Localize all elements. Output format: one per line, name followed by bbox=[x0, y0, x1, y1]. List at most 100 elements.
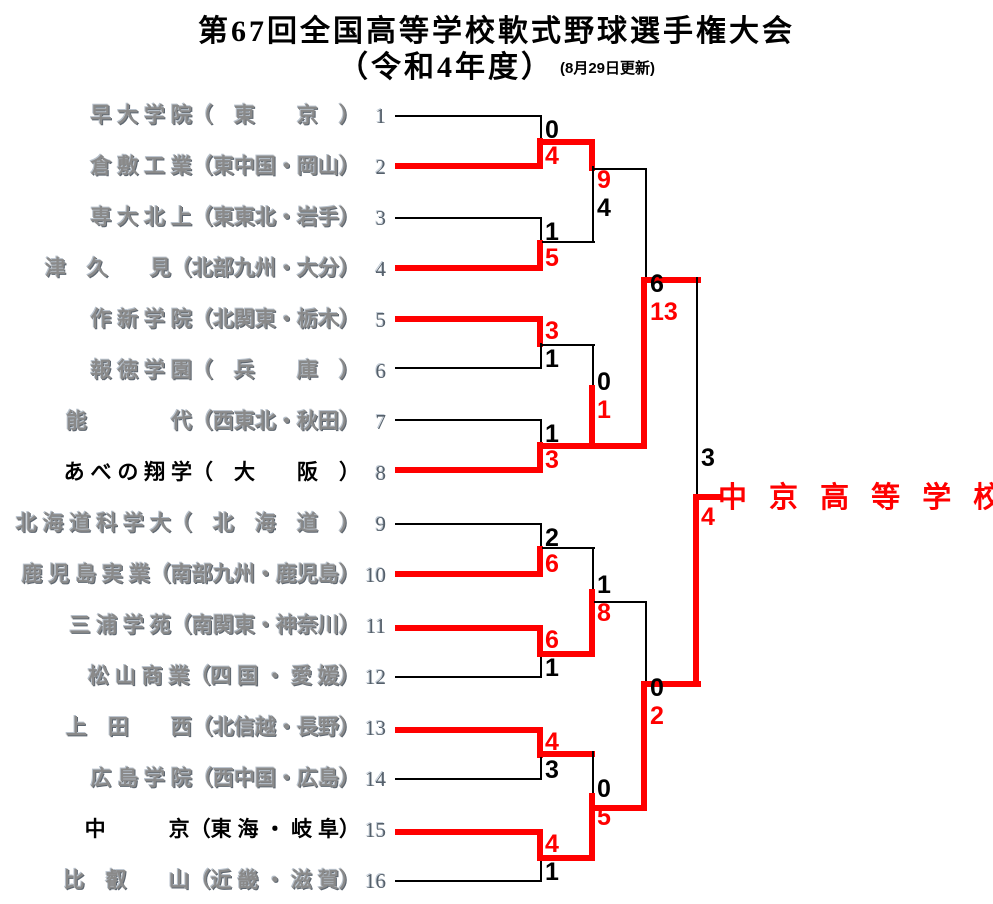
final-connector-top bbox=[696, 277, 698, 499]
team-name: 能 代（西東北・秋田） bbox=[66, 410, 360, 433]
r1-m2-top-line bbox=[395, 217, 542, 219]
team-name: 北 海 道 科 学 大（ 北 海 道 ） bbox=[15, 512, 360, 535]
team-name: あ べ の 翔 学（ 大 阪 ） bbox=[63, 461, 360, 484]
r2-m1-bottom-line bbox=[542, 241, 595, 243]
score: 3 bbox=[545, 446, 559, 474]
page-title: 第67回全国高等学校軟式野球選手権大会 bbox=[198, 15, 795, 48]
r1-m5-connector-bottom bbox=[537, 546, 543, 577]
r1-m4-connector-top bbox=[540, 419, 542, 445]
final-connector-bottom bbox=[693, 494, 699, 687]
r2-m2-connector-bottom bbox=[589, 385, 595, 446]
team-name: 比 叡 山（近 畿 ・ 滋 賀） bbox=[63, 869, 360, 892]
team-seed: 4 bbox=[375, 257, 387, 281]
r1-m7-bottom-line bbox=[395, 778, 542, 780]
r1-m4-connector-bottom bbox=[537, 442, 543, 473]
team-name: 上 田 西（北信越・長野） bbox=[66, 716, 360, 739]
r2-m4-top-line bbox=[537, 751, 595, 757]
r1-m7-connector-bottom bbox=[540, 754, 542, 780]
team-name: 鹿 児 島 実 業（南部九州・鹿児島） bbox=[21, 563, 360, 586]
r3-m2-connector-bottom bbox=[641, 681, 647, 811]
team-seed: 14 bbox=[365, 767, 386, 791]
r3-m2-connector-top bbox=[645, 601, 647, 687]
score: 3 bbox=[701, 444, 715, 472]
score: 1 bbox=[545, 420, 559, 448]
team-seed: 16 bbox=[365, 869, 386, 893]
team-name: 中 京（東 海 ・ 岐 阜） bbox=[84, 818, 360, 841]
team-name: 作 新 学 院（北関東・栃木） bbox=[90, 308, 360, 331]
team-seed: 3 bbox=[375, 206, 387, 230]
page-subtitle: （令和4年度） (8月29日更新) bbox=[0, 42, 993, 86]
score: 4 bbox=[545, 830, 559, 858]
r1-m8-connector-bottom bbox=[540, 856, 542, 882]
team-row: 松 山 商 業（四 国 ・ 愛 媛） 12 bbox=[0, 660, 392, 694]
r1-m5-top-line bbox=[395, 523, 542, 525]
team-name: 三 浦 学 苑（南関東・神奈川） bbox=[69, 614, 360, 637]
team-row: 三 浦 学 苑（南関東・神奈川） 11 bbox=[0, 609, 392, 643]
r1-m2-connector-bottom bbox=[537, 240, 543, 271]
r3-m1-bottom-line bbox=[589, 443, 647, 449]
champion-label: 中 京 高 等 学 校 bbox=[718, 482, 993, 514]
r2-m4-bottom-line bbox=[537, 855, 595, 861]
r3-m2-winner-line bbox=[641, 681, 701, 687]
team-name: 広 島 学 院（西中国・広島） bbox=[90, 767, 360, 790]
r1-m6-connector-top bbox=[537, 625, 543, 656]
team-seed: 1 bbox=[375, 104, 387, 128]
r2-m4-connector-top bbox=[592, 751, 594, 799]
r3-m1-connector-top bbox=[645, 168, 647, 284]
r1-m8-top-line bbox=[395, 829, 542, 835]
team-seed: 5 bbox=[375, 308, 387, 332]
score: 1 bbox=[545, 218, 559, 246]
r2-m4-connector-bottom bbox=[589, 793, 595, 861]
team-row: 鹿 児 島 実 業（南部九州・鹿児島） 10 bbox=[0, 558, 392, 592]
r3-m1-winner-line bbox=[641, 277, 701, 283]
r2-m2-top-line bbox=[542, 344, 595, 346]
team-row: 北 海 道 科 学 大（ 北 海 道 ） 9 bbox=[0, 507, 392, 541]
team-row: 上 田 西（北信越・長野） 13 bbox=[0, 711, 392, 745]
r1-m2-connector-top bbox=[540, 217, 542, 243]
team-row: あ べ の 翔 学（ 大 阪 ） 8 bbox=[0, 456, 392, 490]
team-row: 能 代（西東北・秋田） 7 bbox=[0, 405, 392, 439]
r1-m7-top-line bbox=[395, 727, 542, 733]
score: 2 bbox=[545, 524, 559, 552]
team-seed: 12 bbox=[365, 665, 386, 689]
team-seed: 8 bbox=[375, 461, 387, 485]
team-name: 専 大 北 上（東東北・岩手） bbox=[90, 206, 360, 229]
score: 1 bbox=[545, 654, 559, 682]
team-seed: 6 bbox=[375, 359, 387, 383]
r2-m2-bottom-line bbox=[537, 443, 595, 449]
r1-m3-top-line bbox=[395, 316, 542, 322]
team-seed: 9 bbox=[375, 512, 387, 536]
r3-m1-top-line bbox=[594, 168, 647, 170]
r1-m8-connector-top bbox=[537, 829, 543, 860]
r2-m1-top-line bbox=[537, 139, 595, 145]
team-name: 報 徳 学 園（ 兵 庫 ） bbox=[90, 359, 360, 382]
score: 6 bbox=[545, 626, 559, 654]
r2-m3-bottom-line bbox=[537, 651, 595, 657]
team-name: 早 大 学 院（ 東 京 ） bbox=[90, 104, 360, 127]
score: 1 bbox=[545, 858, 559, 886]
score: 9 bbox=[597, 166, 611, 194]
page-subtitle-text: （令和4年度） bbox=[337, 51, 554, 84]
r1-m2-bottom-line bbox=[395, 265, 542, 271]
r1-m6-top-line bbox=[395, 625, 542, 631]
r1-m6-connector-bottom bbox=[540, 652, 542, 678]
team-row: 広 島 学 院（西中国・広島） 14 bbox=[0, 762, 392, 796]
score: 0 bbox=[650, 674, 664, 702]
r1-m3-bottom-line bbox=[395, 367, 542, 369]
r1-m5-bottom-line bbox=[395, 571, 542, 577]
r1-m3-connector-bottom bbox=[540, 343, 542, 369]
r1-m6-bottom-line bbox=[395, 676, 542, 678]
score: 0 bbox=[597, 368, 611, 396]
r2-m3-connector-bottom bbox=[589, 589, 595, 657]
r1-m3-connector-top bbox=[537, 316, 543, 347]
r1-m1-bottom-line bbox=[395, 163, 542, 169]
score: 4 bbox=[597, 194, 611, 222]
r2-m1-connector-bottom bbox=[592, 166, 594, 243]
r1-m4-bottom-line bbox=[395, 467, 542, 473]
score: 0 bbox=[597, 775, 611, 803]
r1-m8-bottom-line bbox=[395, 880, 542, 882]
r1-m1-connector-bottom bbox=[537, 138, 543, 169]
team-seed: 15 bbox=[365, 818, 386, 842]
score: 1 bbox=[545, 345, 559, 373]
